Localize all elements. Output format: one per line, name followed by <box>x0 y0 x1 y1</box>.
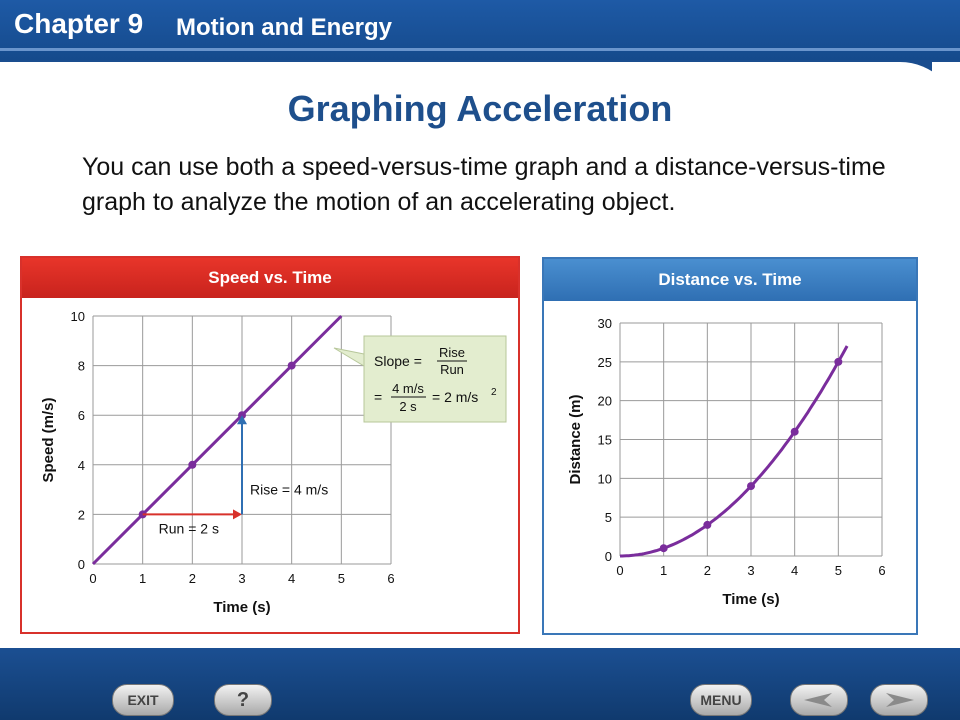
equation-denominator: 2 s <box>399 399 417 414</box>
slope-label: Slope = <box>374 353 422 369</box>
y-tick-label: 6 <box>78 408 85 423</box>
speed-data-point <box>287 361 296 370</box>
distance-data-point <box>659 544 668 553</box>
equation-prefix: = <box>374 389 382 405</box>
chapter-label: Chapter 9 <box>14 8 144 39</box>
chapter-subtitle: Motion and Energy <box>176 14 392 41</box>
x-tick-label: 3 <box>747 563 754 578</box>
y-tick-label: 20 <box>598 394 612 409</box>
x-tick-label: 4 <box>791 563 798 578</box>
x-tick-label: 5 <box>338 571 345 586</box>
y-tick-label: 30 <box>598 316 612 331</box>
y-tick-label: 10 <box>71 309 85 324</box>
page-title: Graphing Acceleration <box>287 88 673 129</box>
x-tick-label: 6 <box>387 571 394 586</box>
x-tick-label: 0 <box>89 571 96 586</box>
distance-data-point <box>790 427 799 436</box>
rise-arrow-head <box>237 415 247 425</box>
slope-numerator: Rise <box>439 345 465 360</box>
run-arrow-head <box>233 509 242 520</box>
exit-button[interactable]: EXIT <box>112 684 174 716</box>
x-tick-label: 4 <box>288 571 295 586</box>
slope-callout-box <box>363 335 507 423</box>
y-tick-label: 25 <box>598 355 612 370</box>
distance-chart-panel: Distance vs. Time <box>542 257 918 635</box>
y-axis-label: Speed (m/s) <box>40 397 57 482</box>
rise-label: Rise = 4 m/s <box>250 481 328 497</box>
distance-series-curve <box>620 345 849 558</box>
arrow-right-icon <box>886 693 914 707</box>
x-tick-label: 1 <box>139 571 146 586</box>
y-tick-label: 4 <box>78 458 85 473</box>
arrow-left-icon <box>804 693 832 707</box>
header-bar: Chapter 9 Motion and Energy <box>0 0 960 60</box>
distance-data-point <box>703 520 712 529</box>
slope-denominator: Run <box>440 362 464 377</box>
help-button[interactable]: ? <box>214 684 272 716</box>
speed-data-point <box>138 510 147 519</box>
forward-button[interactable] <box>870 684 928 716</box>
x-tick-label: 5 <box>835 563 842 578</box>
y-tick-label: 2 <box>78 507 85 522</box>
x-axis-label: Time (s) <box>213 599 270 616</box>
y-tick-label: 15 <box>598 433 612 448</box>
equation-exponent: 2 <box>491 387 497 398</box>
x-tick-label: 2 <box>704 563 711 578</box>
speed-data-point <box>188 460 197 469</box>
header-divider <box>0 48 960 51</box>
run-label: Run = 2 s <box>159 520 219 536</box>
x-tick-label: 1 <box>660 563 667 578</box>
y-axis-label: Distance (m) <box>567 394 584 484</box>
speed-series-line <box>91 314 343 566</box>
x-tick-label: 2 <box>189 571 196 586</box>
distance-data-point <box>834 357 843 366</box>
x-axis-label: Time (s) <box>722 591 779 608</box>
speed-chart: 0 1 2 3 4 5 6 0 2 4 6 8 10 Time (s) Speed (m/s) Run = 2… <box>40 309 507 616</box>
body-paragraph: You can use both a speed-versus-time gra… <box>82 153 886 216</box>
x-tick-label: 6 <box>878 563 885 578</box>
y-tick-label: 10 <box>598 471 612 486</box>
speed-chart-title: Speed vs. Time <box>22 258 518 298</box>
y-tick-label: 8 <box>78 359 85 374</box>
equation-numerator: 4 m/s <box>392 381 424 396</box>
x-tick-label: 0 <box>616 563 623 578</box>
menu-button[interactable]: MENU <box>690 684 752 716</box>
speed-chart-panel: Speed vs. Time <box>20 256 520 634</box>
callout-pointer <box>333 347 365 367</box>
x-tick-label: 3 <box>238 571 245 586</box>
distance-chart-title: Distance vs. Time <box>544 259 916 301</box>
y-tick-label: 0 <box>605 549 612 564</box>
back-button[interactable] <box>790 684 848 716</box>
distance-data-point <box>747 482 755 491</box>
y-tick-label: 0 <box>78 557 85 572</box>
equation-result: = 2 m/s <box>432 389 478 405</box>
y-tick-label: 5 <box>605 510 612 525</box>
distance-chart: 0 1 2 3 4 5 6 0 5 10 15 20 25 30 Time (s) Distance (m) <box>567 316 886 608</box>
